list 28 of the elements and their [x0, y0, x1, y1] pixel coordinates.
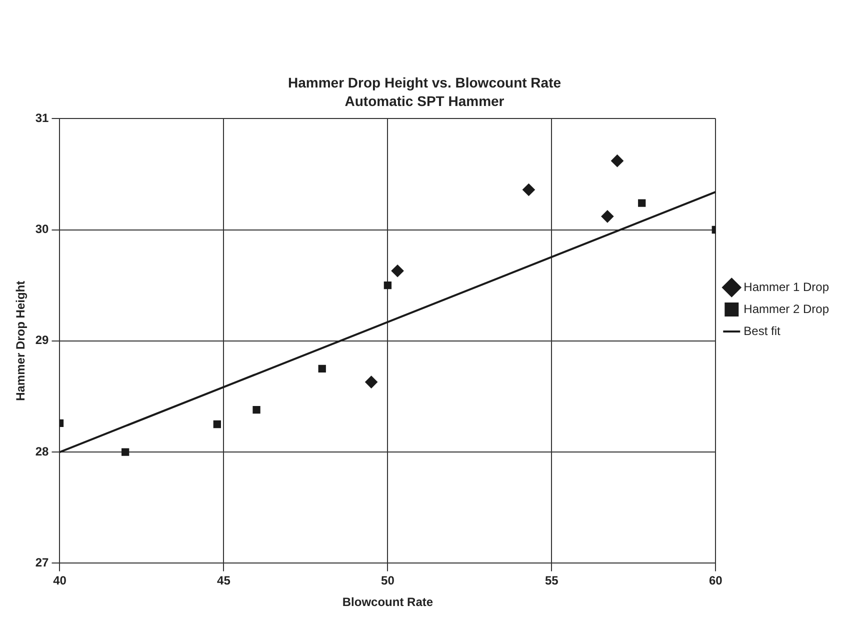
point	[611, 154, 624, 167]
point	[252, 406, 260, 414]
point	[601, 210, 614, 222]
point	[365, 376, 378, 388]
x-tick-label: 40	[53, 574, 67, 588]
legend-label: Hammer 2 Drop	[744, 302, 830, 316]
point	[122, 448, 130, 456]
y-axis-title: Hammer Drop Height	[14, 280, 28, 401]
y-tick-label: 29	[35, 333, 50, 348]
x-axis-title: Blowcount Rate	[342, 595, 434, 610]
legend-label: Best fit	[744, 324, 781, 338]
y-tick-label: 31	[35, 110, 50, 125]
point	[522, 184, 535, 196]
legend-label: Hammer 1 Drop	[744, 280, 830, 294]
x-tick-label: 45	[217, 574, 231, 588]
x-tick-label: 50	[381, 574, 395, 588]
y-tick-label: 27	[35, 556, 50, 570]
y-tick-label: 28	[35, 444, 50, 458]
chart-title: Hammer Drop Height vs. Blowcount Rate	[288, 74, 562, 90]
point	[318, 364, 326, 373]
y-tick-label: 30	[35, 222, 50, 236]
point	[392, 264, 404, 277]
point	[213, 420, 221, 428]
chart-subtitle: Automatic SPT Hammer	[344, 93, 505, 110]
point	[384, 281, 392, 290]
point	[638, 199, 646, 207]
x-tick-label: 55	[544, 574, 559, 588]
x-tick-label: 60	[708, 574, 723, 588]
